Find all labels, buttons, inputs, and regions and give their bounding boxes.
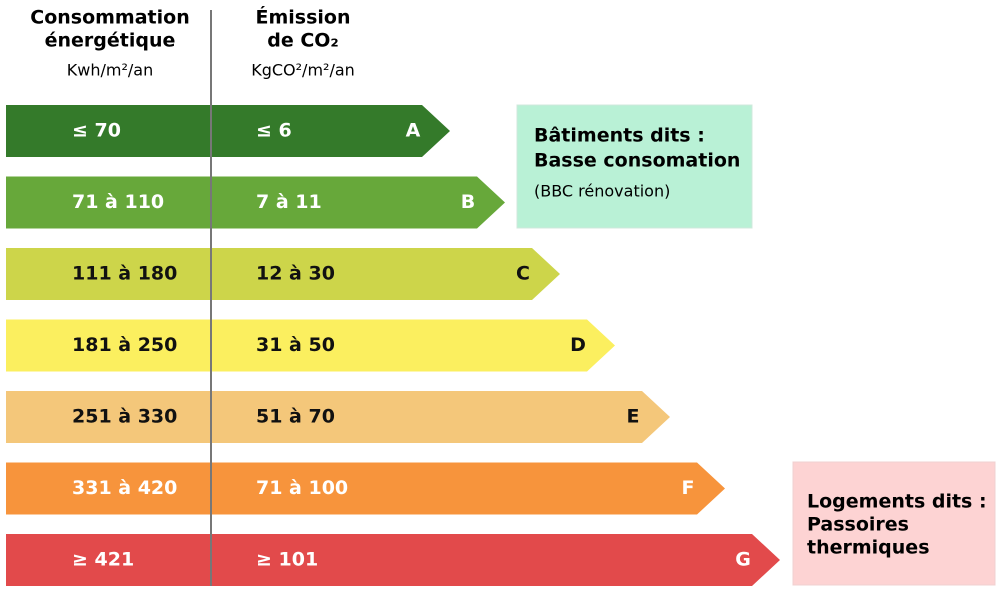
rating-bar (6, 462, 725, 515)
note-subtitle: (BBC rénovation) (534, 182, 670, 201)
low-consumption-box (516, 104, 753, 229)
header-unit: KgCO²/m²/an (251, 61, 355, 80)
co2-range: 12 à 30 (256, 263, 335, 285)
energy-range: 331 à 420 (72, 477, 177, 499)
co2-range: ≥ 101 (256, 549, 318, 571)
rating-letter: A (406, 120, 421, 142)
header-unit: Kwh/m²/an (67, 61, 153, 80)
rating-bar (6, 534, 780, 586)
co2-range: ≤ 6 (256, 120, 292, 142)
rating-bar (6, 319, 615, 372)
rating-letter: F (682, 477, 695, 499)
rating-bar (6, 105, 450, 157)
header-title: énergétique (45, 30, 176, 52)
rating-letter: B (461, 191, 475, 213)
rating-letter: G (735, 549, 751, 571)
energy-range: 71 à 110 (72, 191, 164, 213)
header-title: de CO₂ (267, 30, 339, 52)
note-title: Passoires (807, 514, 909, 536)
rating-letter: D (570, 334, 586, 356)
energy-range: 111 à 180 (72, 263, 177, 285)
co2-range: 71 à 100 (256, 477, 348, 499)
note-title: thermiques (807, 537, 930, 559)
high-consumption-box (792, 461, 996, 586)
note-title: Basse consomation (534, 150, 740, 172)
rating-bar (6, 248, 560, 300)
note-title: Bâtiments dits : (534, 125, 705, 147)
energy-range: ≤ 70 (72, 120, 121, 142)
co2-range: 31 à 50 (256, 334, 335, 356)
rating-bar (6, 176, 505, 229)
rating-bar (6, 391, 670, 443)
header-title: Consommation (30, 7, 189, 29)
rating-letter: E (627, 406, 640, 428)
note-title: Logements dits : (807, 491, 987, 513)
energy-range: 181 à 250 (72, 334, 177, 356)
co2-range: 7 à 11 (256, 191, 322, 213)
header-title: Émission (256, 6, 351, 29)
energy-range: ≥ 421 (72, 549, 134, 571)
co2-range: 51 à 70 (256, 406, 335, 428)
energy-range: 251 à 330 (72, 406, 177, 428)
rating-letter: C (516, 263, 530, 285)
